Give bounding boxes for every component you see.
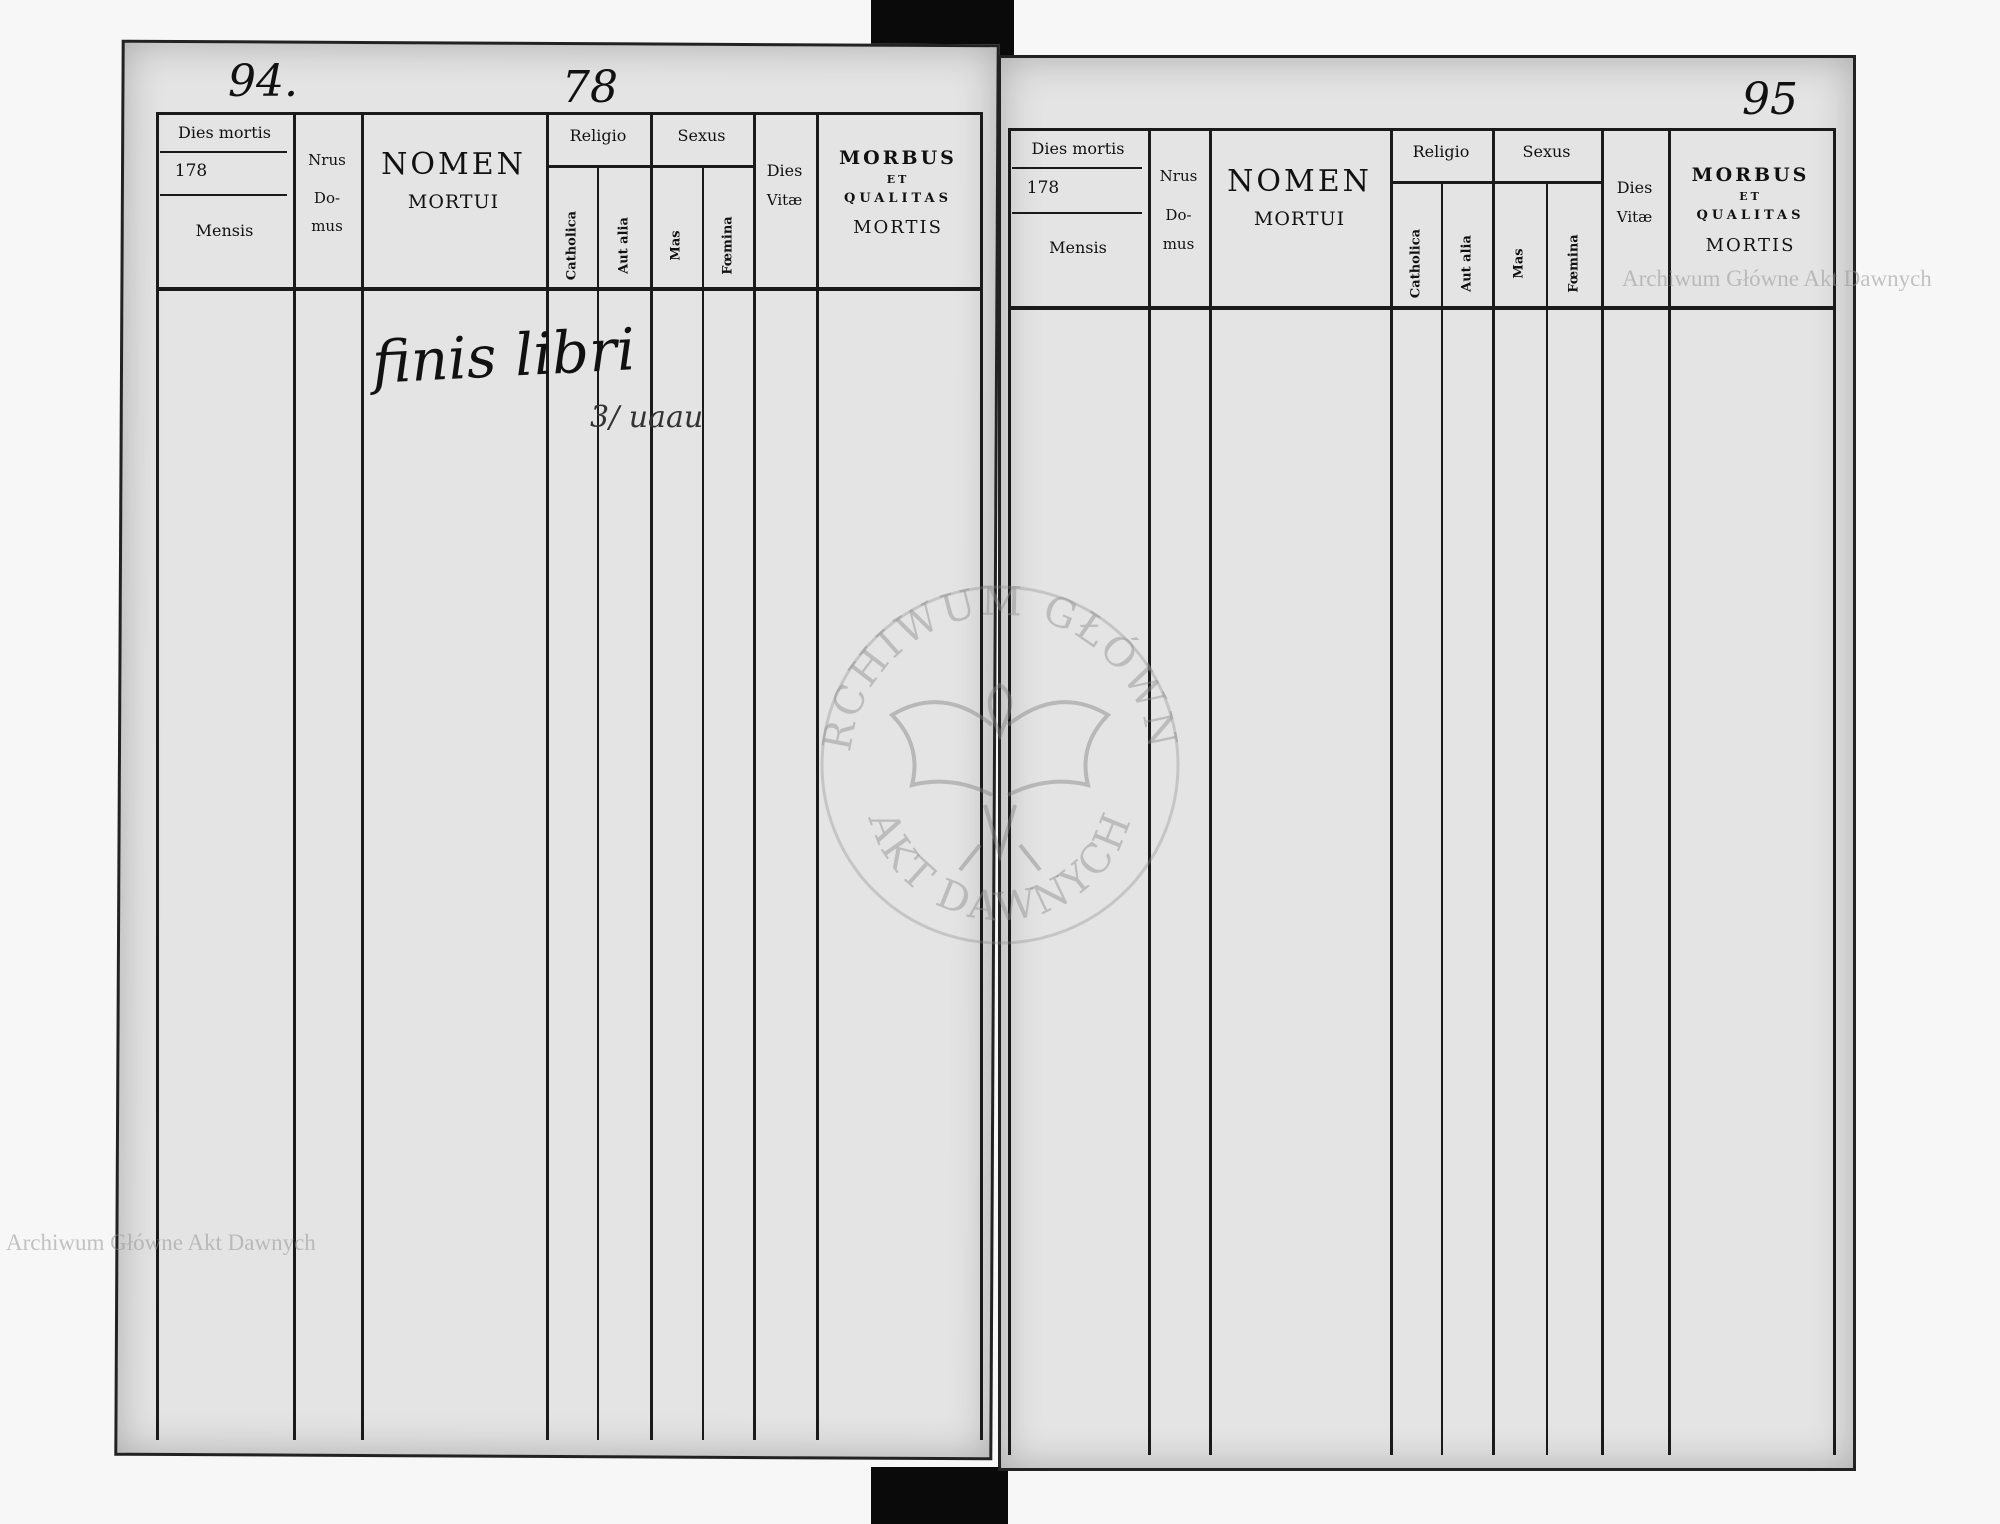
right-foemina-label: Fœmina [1566, 234, 1581, 293]
left-qualitas-label: QUALITAS [843, 190, 953, 206]
right-mas-label: Mas [1511, 248, 1527, 279]
right-morbus-label: MORBUS [1691, 163, 1810, 186]
left-column-rule [816, 112, 819, 1440]
right-mortui-label: MORTUI [1253, 208, 1346, 231]
left-mortis-label: MORTIS [853, 217, 943, 238]
watermark-text-right: Archiwum Główne Akt Dawnych [1622, 266, 1932, 291]
left-dies-label: Dies [766, 161, 803, 180]
right-sexus-label: Sexus [1522, 142, 1571, 162]
page-number-right: 95 [1742, 74, 1798, 125]
left-et-label: ET [886, 173, 910, 187]
right-header-bottom-rule [1008, 306, 1833, 310]
left-nrus-label: Nrus [308, 150, 346, 169]
right-page [998, 55, 1856, 1471]
left-catholica-label: Catholica [564, 210, 579, 281]
right-et-label: ET [1739, 190, 1762, 204]
right-header-top-rule [1008, 128, 1833, 131]
right-year-label: 178 [1026, 177, 1060, 198]
left-header-top-rule [156, 112, 980, 115]
left-mus-label: mus [311, 217, 343, 235]
right-dies-mortis-label: Dies mortis [1031, 138, 1125, 158]
left-sexus-label: Sexus [677, 126, 726, 145]
left-mas-label: Mas [668, 230, 684, 261]
right-column-rule [1209, 128, 1212, 1455]
eagle-icon [888, 682, 1112, 872]
left-morbus-label: MORBUS [839, 147, 957, 169]
left-dies-rule-1 [160, 150, 287, 153]
right-aut-alia-label: Aut alia [1459, 235, 1474, 293]
watermark-text-left: Archiwum Główne Akt Dawnych [6, 1230, 316, 1255]
right-dies-label: Dies [1616, 177, 1653, 197]
right-nomen-label: NOMEN [1227, 163, 1372, 199]
folio-number-left: 78 [562, 62, 618, 113]
left-do-label: Do- [313, 189, 341, 207]
left-dies-mortis-label: Dies mortis [178, 122, 271, 142]
left-column-rule [546, 112, 549, 1440]
right-catholica-label: Catholica [1408, 229, 1423, 299]
handwritten-finis-libri: finis libri [370, 315, 637, 397]
right-column-rule [1390, 128, 1393, 1455]
right-religio-label: Religio [1412, 142, 1470, 162]
left-column-rule [980, 112, 983, 1440]
left-vitae-label: Vitæ [766, 190, 803, 209]
right-column-rule [1601, 128, 1604, 1455]
left-column-rule [293, 112, 296, 1440]
right-column-rule [1668, 128, 1671, 1455]
right-mortis-label: MORTIS [1705, 234, 1796, 256]
right-dies-rule-1 [1012, 167, 1142, 170]
left-header-bottom-rule [156, 287, 980, 291]
scanner-clip-bottom [871, 1467, 1008, 1524]
left-aut-alia-label: Aut alia [616, 217, 631, 274]
left-column-rule [361, 112, 364, 1440]
right-qualitas-label: QUALITAS [1696, 208, 1805, 224]
right-vitae-label: Vitæ [1616, 208, 1653, 227]
right-subcolumn-rule [1441, 181, 1443, 1455]
page-number-left: 94. [228, 56, 298, 107]
right-religio-sexus-rule [1390, 181, 1601, 185]
left-dies-rule-2 [160, 194, 287, 197]
left-religio-sexus-rule [546, 164, 753, 168]
left-mortui-label: MORTUI [407, 190, 500, 213]
right-mensis-label: Mensis [1049, 238, 1107, 258]
left-foemina-label: Fœmina [720, 216, 735, 275]
left-column-rule [156, 112, 159, 1440]
right-subcolumn-rule [1546, 181, 1548, 1455]
right-mus-label: mus [1162, 234, 1195, 253]
right-do-label: Do- [1165, 206, 1192, 225]
right-column-rule [1148, 128, 1151, 1455]
right-column-rule [1008, 128, 1011, 1455]
left-subcolumn-rule [597, 164, 599, 1440]
left-religio-label: Religio [569, 126, 627, 145]
right-column-rule [1833, 128, 1836, 1455]
right-dies-rule-2 [1012, 211, 1142, 214]
left-column-rule [753, 112, 756, 1440]
left-nomen-label: NOMEN [381, 147, 526, 182]
left-year-label: 178 [174, 161, 208, 181]
handwritten-flourish: 3/ uaau [590, 400, 704, 435]
left-column-rule [650, 112, 653, 1440]
right-column-rule [1492, 128, 1495, 1455]
left-subcolumn-rule [702, 164, 704, 1440]
right-nrus-label: Nrus [1159, 167, 1198, 186]
left-mensis-label: Mensis [195, 220, 254, 240]
archive-seal-watermark: ARCHIWUM GŁÓWNE AKT DAWNYCH [810, 575, 1183, 945]
